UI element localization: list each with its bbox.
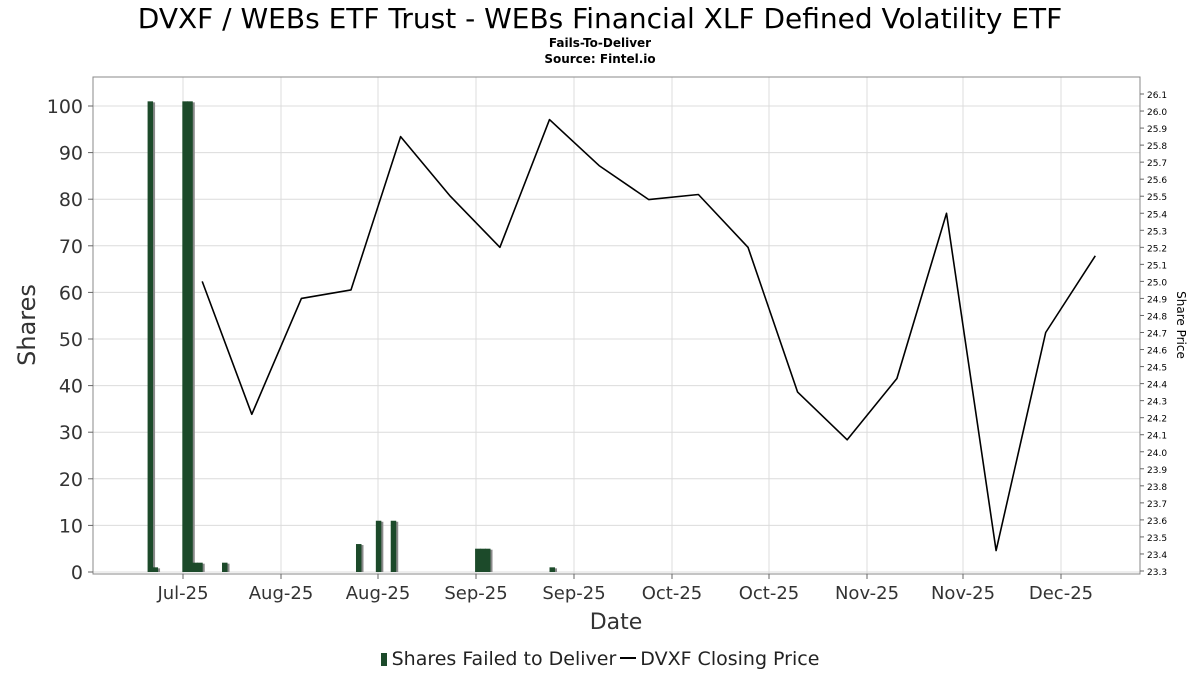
legend-line-label: DVXF Closing Price: [640, 648, 820, 670]
y2-tick-label: 25.1: [1147, 261, 1167, 271]
x-tick-label: Oct-25: [642, 583, 703, 604]
legend: Shares Failed to Deliver DVXF Closing Pri…: [0, 648, 1200, 670]
y2-tick-label: 24.0: [1147, 449, 1167, 459]
x-axis-ticks: Jul-25 Aug-25 Aug-25 Sep-25 Sep-25 Oct-25 Oct-…: [156, 574, 1093, 604]
price-line: [201, 118, 1096, 552]
x-tick-label: Jul-25: [156, 583, 208, 604]
y2-tick-label: 24.1: [1147, 432, 1167, 442]
x-tick-label: Nov-25: [931, 583, 995, 604]
bar: [375, 520, 382, 572]
chart-source: Source: Fintel.io: [544, 52, 656, 66]
y2-tick-label: 23.7: [1147, 500, 1167, 510]
plot-frame: [92, 76, 1141, 575]
bar: [197, 562, 203, 572]
y2-tick-label: 25.9: [1147, 125, 1167, 135]
bar: [390, 520, 397, 572]
y-tick-label: 100: [47, 96, 83, 118]
line-series: [201, 118, 1096, 552]
y2-tick-label: 26.0: [1147, 108, 1167, 118]
y2-tick-label: 25.7: [1147, 159, 1167, 169]
bar-series: [147, 101, 558, 572]
y2-tick-label: 24.9: [1147, 295, 1167, 305]
y-tick-label: 70: [59, 236, 83, 258]
y2-tick-label: 26.1: [1147, 91, 1167, 101]
x-tick-label: Aug-25: [346, 583, 411, 604]
bar: [147, 101, 154, 572]
bar: [480, 548, 486, 572]
y-tick-label: 90: [59, 143, 83, 165]
y2-tick-label: 23.9: [1147, 466, 1167, 476]
y2-tick-label: 24.7: [1147, 330, 1167, 340]
y2-tick-label: 23.3: [1147, 568, 1167, 578]
y2-tick-label: 24.5: [1147, 364, 1167, 374]
y2-tick-label: 25.6: [1147, 176, 1167, 186]
bar: [192, 562, 198, 572]
y-tick-label: 30: [59, 422, 83, 444]
y2-axis-ticks: 23.3 23.4 23.5 23.6 23.7 23.8 23.9 24.0 24.1 24.2…: [1140, 91, 1167, 578]
y-tick-label: 50: [59, 329, 83, 351]
y-tick-label: 20: [59, 469, 83, 491]
y2-tick-label: 25.5: [1147, 193, 1167, 203]
x-tick-label: Sep-25: [542, 583, 605, 604]
x-tick-label: Dec-25: [1029, 583, 1093, 604]
bar: [152, 567, 159, 572]
y-tick-label: 10: [59, 515, 83, 537]
y-tick-label: 0: [71, 562, 83, 584]
y2-tick-label: 25.8: [1147, 142, 1167, 152]
x-axis-label: Date: [590, 610, 643, 635]
y2-tick-label: 23.4: [1147, 551, 1167, 561]
y2-tick-label: 25.0: [1147, 278, 1167, 288]
y-tick-label: 60: [59, 282, 83, 304]
bar: [182, 101, 188, 572]
bar: [475, 548, 481, 572]
x-tick-label: Aug-25: [249, 583, 314, 604]
y2-axis-label: Share Price: [1174, 291, 1188, 359]
y-axis-ticks: 0 10 20 30 40 50 60 70 80 90 100: [47, 96, 93, 584]
y-axis-label: Shares: [13, 284, 41, 366]
legend-bar-label: Shares Failed to Deliver: [391, 648, 617, 670]
legend-bar-swatch: [380, 653, 387, 666]
bar: [549, 567, 556, 572]
y2-tick-label: 23.8: [1147, 483, 1167, 493]
y2-tick-label: 24.4: [1147, 381, 1167, 391]
y2-tick-label: 24.8: [1147, 312, 1167, 322]
bar: [485, 548, 491, 572]
bar: [355, 544, 362, 572]
y2-tick-label: 23.5: [1147, 534, 1167, 544]
legend-line-swatch: [620, 657, 637, 659]
grid-lines: [93, 77, 1140, 574]
chart-title: DVXF / WEBs ETF Trust - WEBs Financial X…: [137, 2, 1063, 35]
chart-subtitle: Fails-To-Deliver: [548, 36, 652, 50]
y2-tick-label: 25.3: [1147, 227, 1167, 237]
bar: [187, 101, 193, 572]
y2-tick-label: 23.6: [1147, 517, 1167, 527]
x-tick-label: Oct-25: [739, 583, 800, 604]
y-tick-label: 80: [59, 189, 83, 211]
bar: [222, 562, 228, 572]
y2-tick-label: 24.6: [1147, 347, 1167, 357]
x-tick-label: Nov-25: [835, 583, 899, 604]
y-tick-label: 40: [59, 376, 83, 398]
y2-tick-label: 24.3: [1147, 398, 1167, 408]
y2-tick-label: 25.2: [1147, 244, 1167, 254]
y2-tick-label: 24.2: [1147, 415, 1167, 425]
y2-tick-label: 25.4: [1147, 210, 1167, 220]
x-tick-label: Sep-25: [444, 583, 507, 604]
